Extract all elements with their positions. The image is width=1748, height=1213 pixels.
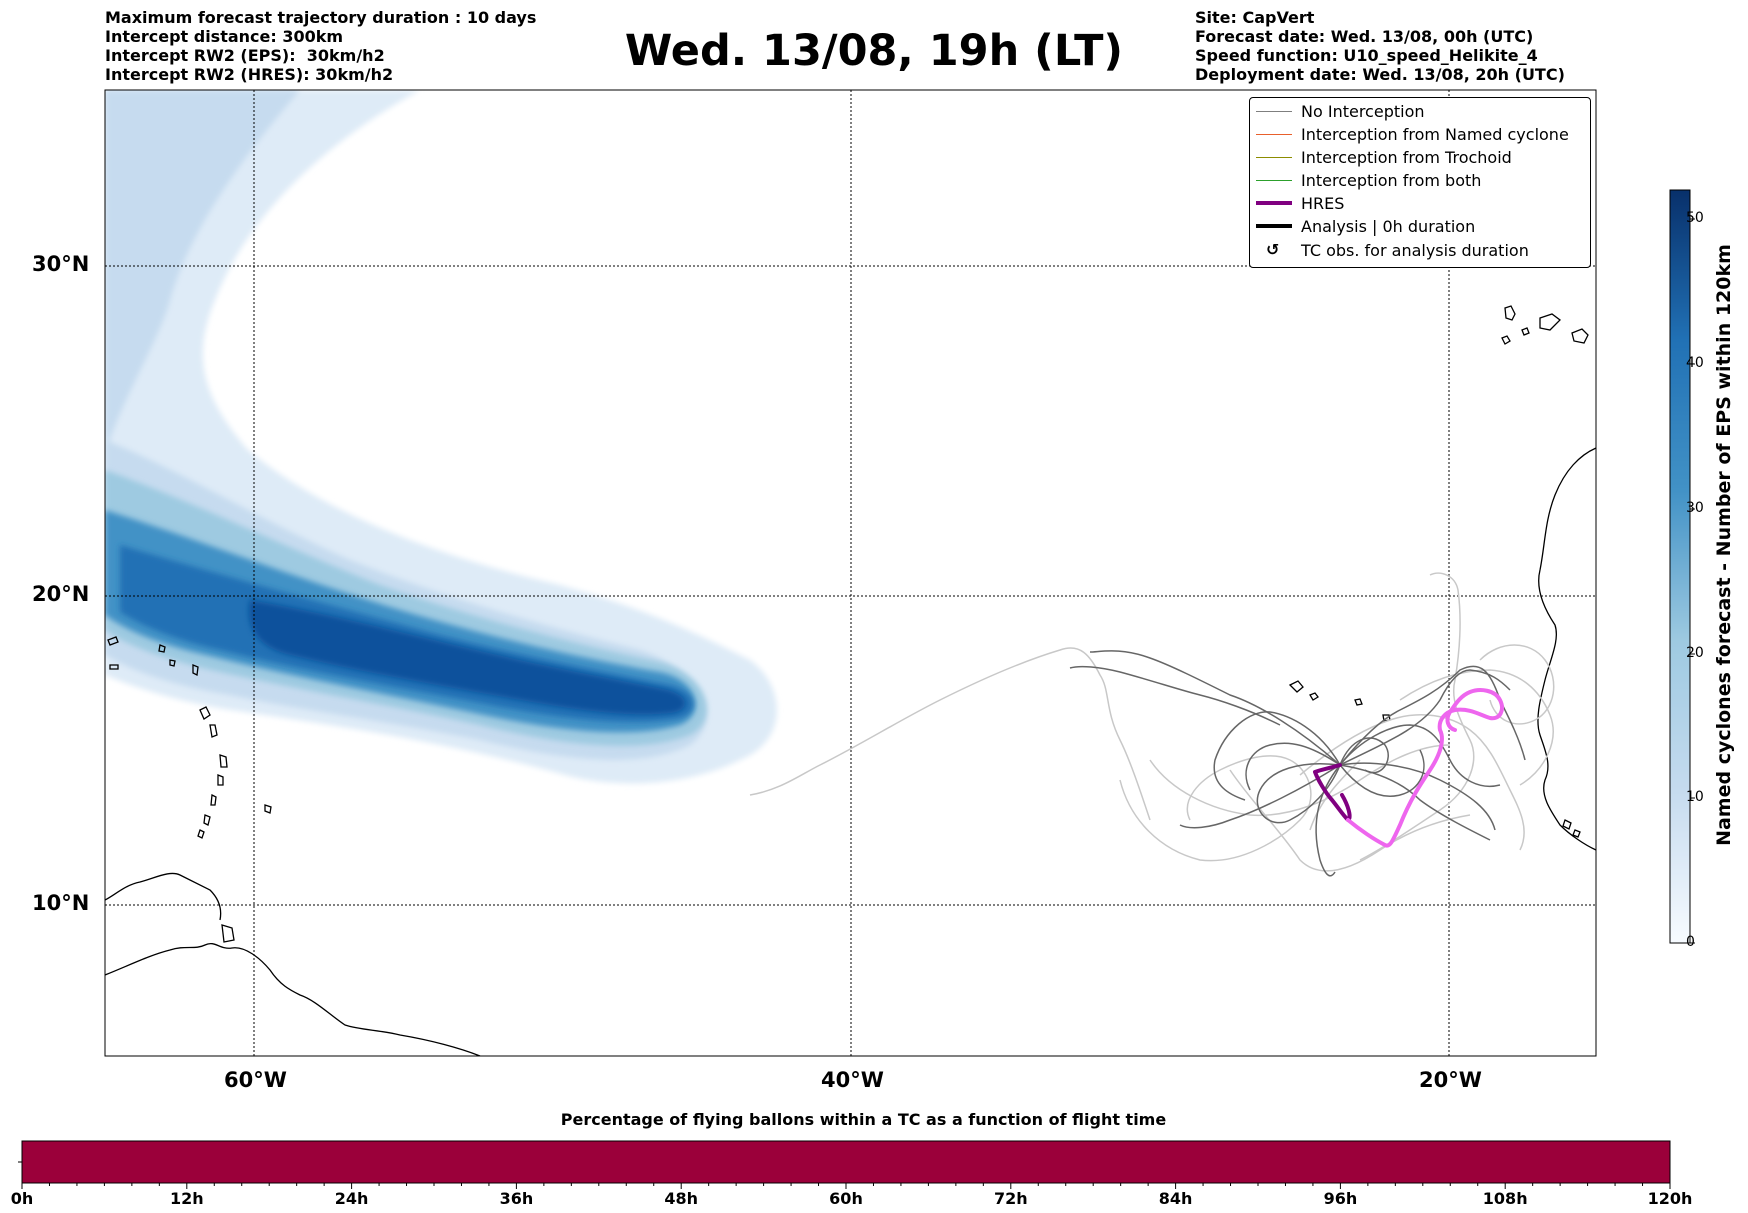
legend-swatch	[1256, 157, 1292, 158]
antilles-island-10	[169, 659, 176, 667]
site-text: Site: CapVert	[1195, 8, 1315, 27]
hres-track-dark	[1313, 763, 1352, 822]
bottom-bar-fill	[21, 1140, 1671, 1184]
bottom-bar-tick-label: 72h	[993, 1189, 1028, 1208]
south-america-coast	[105, 942, 481, 1056]
speed-function-text: Speed function: U10_speed_Helikite_4	[1195, 46, 1538, 65]
lat-label-10n: 10°N	[32, 891, 90, 915]
capvert-island-1	[1288, 680, 1304, 693]
lon-label-60w: 60°W	[224, 1068, 287, 1092]
legend-item-tc-obs: ↺ TC obs. for analysis duration	[1250, 240, 1590, 262]
colorbar-gradient	[1669, 189, 1691, 944]
legend-label: No Interception	[1301, 102, 1425, 121]
bottom-bar-tick-label: 24h	[334, 1189, 369, 1208]
legend-item-named-cyclone: Interception from Named cyclone	[1250, 124, 1590, 146]
bottom-bar-tick-label: 36h	[499, 1189, 534, 1208]
legend-swatch	[1256, 180, 1292, 181]
bottom-bar-tick-label: 96h	[1323, 1189, 1358, 1208]
canary-island-1	[1504, 305, 1516, 321]
legend-item-analysis: Analysis | 0h duration	[1250, 216, 1590, 238]
legend-swatch	[1256, 134, 1292, 135]
legend-label: TC obs. for analysis duration	[1301, 241, 1529, 260]
bottom-bar-tick-label: 120h	[1647, 1189, 1693, 1208]
legend-label: Interception from Trochoid	[1301, 148, 1512, 167]
antilles-island-3	[219, 754, 228, 768]
lat-label-30n: 30°N	[32, 252, 90, 276]
forecast-date-text: Forecast date: Wed. 13/08, 00h (UTC)	[1195, 27, 1534, 46]
legend-label: Analysis | 0h duration	[1301, 217, 1476, 236]
map-frame	[104, 89, 1597, 1057]
bottom-bar-tick-label: 0h	[10, 1189, 34, 1208]
legend-label: Interception from both	[1301, 171, 1482, 190]
bottom-bar-tick-label: 12h	[169, 1189, 204, 1208]
bottom-bar-tick-label: 48h	[664, 1189, 699, 1208]
intercept-hres-text: Intercept RW2 (HRES): 30km/h2	[105, 65, 394, 84]
canary-island-4	[1501, 335, 1511, 345]
bottom-bar-title: Percentage of flying ballons within a TC…	[560, 1110, 1167, 1129]
capvert-island-2	[1309, 692, 1319, 701]
antilles-island-11	[107, 636, 119, 646]
bottom-bar-tick-label: 84h	[1158, 1189, 1193, 1208]
legend-label: Interception from Named cyclone	[1301, 125, 1569, 144]
legend-swatch	[1256, 201, 1292, 205]
antilles-island-13	[192, 664, 199, 676]
colorbar-tick-label: 30	[1686, 500, 1704, 516]
colorbar-tick-label: 40	[1686, 355, 1704, 371]
page-title: Wed. 13/08, 19h (LT)	[624, 26, 1124, 76]
lon-label-40w: 40°W	[821, 1068, 884, 1092]
legend-swatch	[1256, 111, 1292, 112]
antilles-island-6	[203, 814, 211, 826]
canary-island-5	[1521, 327, 1530, 336]
hres-trajectory	[1313, 688, 1504, 848]
hres-track-light	[1346, 688, 1504, 848]
colorbar-tick-label: 0	[1686, 934, 1695, 950]
deployment-date-text: Deployment date: Wed. 13/08, 20h (UTC)	[1195, 65, 1565, 84]
map-legend: No Interception Interception from Named …	[1249, 97, 1591, 268]
cyclone-density-plume	[105, 90, 777, 784]
capvert-island-3	[1354, 698, 1363, 706]
trinidad-island	[221, 924, 235, 943]
antilles-island-12	[109, 664, 119, 670]
colorbar-ticks	[1690, 218, 1695, 944]
antilles-island-4	[217, 774, 224, 786]
intercept-eps-text: Intercept RW2 (EPS): 30km/h2	[105, 46, 385, 65]
antilles-island-5	[210, 793, 217, 806]
antilles-island-8	[264, 804, 272, 814]
colorbar-title: Named cyclones forecast - Number of EPS …	[1713, 244, 1735, 846]
antilles-island-2	[209, 724, 218, 738]
intercept-distance-text: Intercept distance: 300km	[105, 27, 344, 46]
eps-trajectories-dark	[1069, 650, 1526, 877]
tc-obs-symbol-icon: ↺	[1266, 240, 1280, 259]
max-duration-text: Maximum forecast trajectory duration : 1…	[105, 8, 537, 27]
legend-label: HRES	[1301, 194, 1345, 213]
lon-label-20w: 20°W	[1419, 1068, 1482, 1092]
antilles-island-7	[197, 829, 205, 839]
legend-swatch	[1256, 224, 1292, 228]
map-area	[105, 90, 1596, 1056]
canary-island-3	[1571, 328, 1589, 344]
colorbar-tick-label: 20	[1686, 645, 1704, 661]
density-level-6	[249, 600, 686, 715]
colorbar-tick-label: 50	[1686, 210, 1704, 226]
guinea-bissau-islands	[1562, 819, 1581, 838]
bottom-bar	[18, 1140, 1671, 1189]
right-colorbar	[1669, 189, 1695, 944]
venezuela-coast	[105, 872, 222, 921]
antilles-island-9	[158, 644, 166, 653]
legend-item-both: Interception from both	[1250, 170, 1590, 192]
bottom-bar-ticks	[21, 1183, 1671, 1189]
bottom-bar-tick-label: 108h	[1482, 1189, 1528, 1208]
legend-item-hres: HRES	[1250, 193, 1590, 215]
legend-item-trochoid: Interception from Trochoid	[1250, 147, 1590, 169]
canary-island-2	[1539, 313, 1561, 331]
antilles-island-1	[199, 706, 211, 720]
colorbar-tick-label: 10	[1686, 789, 1704, 805]
africa-coast	[1537, 447, 1596, 851]
bottom-bar-tick-label: 60h	[829, 1189, 863, 1208]
eps-trajectories-light	[749, 572, 1555, 872]
lat-label-20n: 20°N	[32, 582, 90, 606]
coastlines	[105, 305, 1596, 1056]
legend-item-no-interception: No Interception	[1250, 101, 1590, 123]
